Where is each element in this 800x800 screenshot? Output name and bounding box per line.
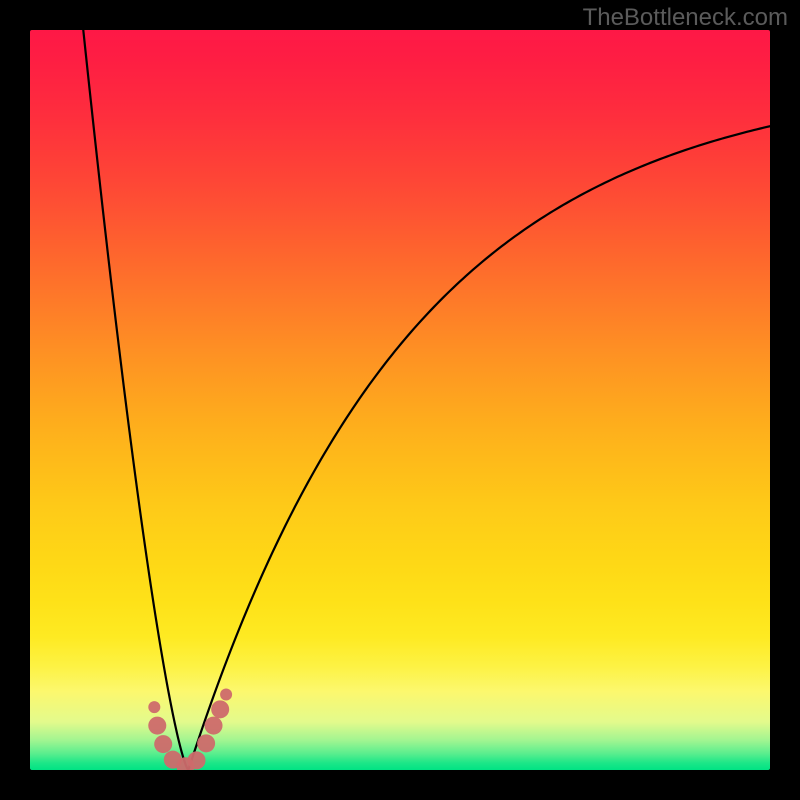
marker-dot bbox=[188, 751, 206, 769]
marker-dot bbox=[148, 701, 160, 713]
marker-dot bbox=[148, 717, 166, 735]
curve-markers bbox=[148, 689, 232, 770]
marker-dot bbox=[205, 717, 223, 735]
plot-area bbox=[30, 30, 770, 770]
curve-left bbox=[83, 30, 187, 769]
watermark-text: TheBottleneck.com bbox=[583, 4, 788, 32]
curve-layer bbox=[30, 30, 770, 770]
curve-right bbox=[188, 126, 770, 770]
marker-dot bbox=[220, 689, 232, 701]
marker-dot bbox=[154, 735, 172, 753]
chart-canvas: TheBottleneck.com bbox=[0, 0, 800, 800]
marker-dot bbox=[197, 734, 215, 752]
marker-dot bbox=[211, 700, 229, 718]
